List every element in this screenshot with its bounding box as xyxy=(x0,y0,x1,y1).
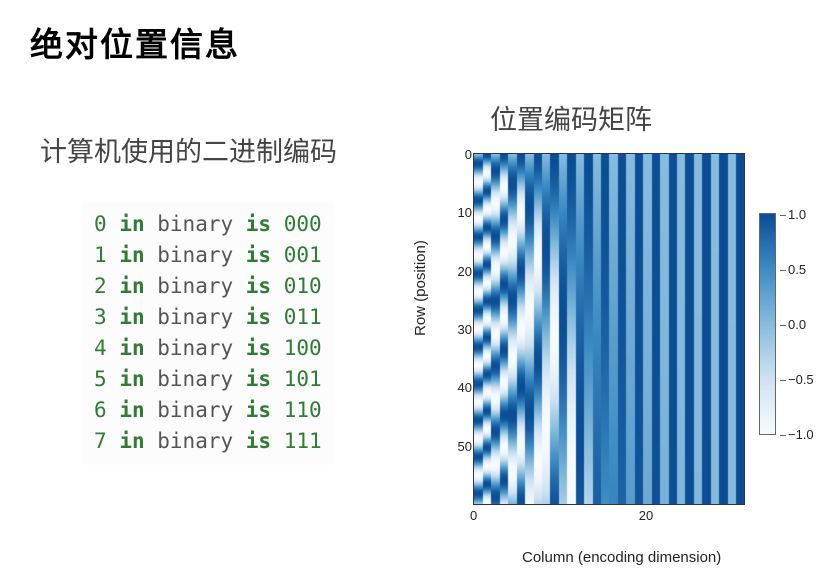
colorbar-tick: 1.0 xyxy=(780,207,806,222)
heatmap-figure: Row (position) 01020304050 020 Column (e… xyxy=(412,146,812,566)
colorbar xyxy=(760,214,775,434)
right-subtitle: 位置编码矩阵 xyxy=(490,98,652,137)
xtick: 20 xyxy=(639,508,653,523)
code-row: 1 in binary is 001 xyxy=(94,240,322,271)
binary-code-block: 0 in binary is 0001 in binary is 0012 in… xyxy=(84,203,332,463)
colorbar-tick: −1.0 xyxy=(780,427,814,442)
colorbar-tick: −0.5 xyxy=(780,372,814,387)
ytick: 40 xyxy=(458,380,472,395)
code-row: 0 in binary is 000 xyxy=(94,209,322,240)
heatmap-plot xyxy=(474,154,744,504)
left-subtitle: 计算机使用的二进制编码 xyxy=(40,130,337,169)
heatmap-yticks: 01020304050 xyxy=(444,154,472,504)
heatmap-xticks: 020 xyxy=(474,508,744,526)
page-title: 绝对位置信息 xyxy=(30,18,240,66)
ytick: 30 xyxy=(458,322,472,337)
colorbar-tick: 0.5 xyxy=(780,262,806,277)
code-row: 4 in binary is 100 xyxy=(94,333,322,364)
code-row: 7 in binary is 111 xyxy=(94,426,322,457)
ytick: 10 xyxy=(458,205,472,220)
code-row: 6 in binary is 110 xyxy=(94,395,322,426)
xtick: 0 xyxy=(470,508,477,523)
colorbar-ticks: 1.0 0.5 0.0 −0.5 −1.0 xyxy=(780,208,820,440)
colorbar-tick: 0.0 xyxy=(780,317,806,332)
heatmap-ylabel: Row (position) xyxy=(412,240,429,336)
code-row: 5 in binary is 101 xyxy=(94,364,322,395)
heatmap-xlabel: Column (encoding dimension) xyxy=(522,549,721,566)
ytick: 0 xyxy=(465,147,472,162)
code-row: 3 in binary is 011 xyxy=(94,302,322,333)
code-row: 2 in binary is 010 xyxy=(94,271,322,302)
ytick: 20 xyxy=(458,264,472,279)
ytick: 50 xyxy=(458,439,472,454)
